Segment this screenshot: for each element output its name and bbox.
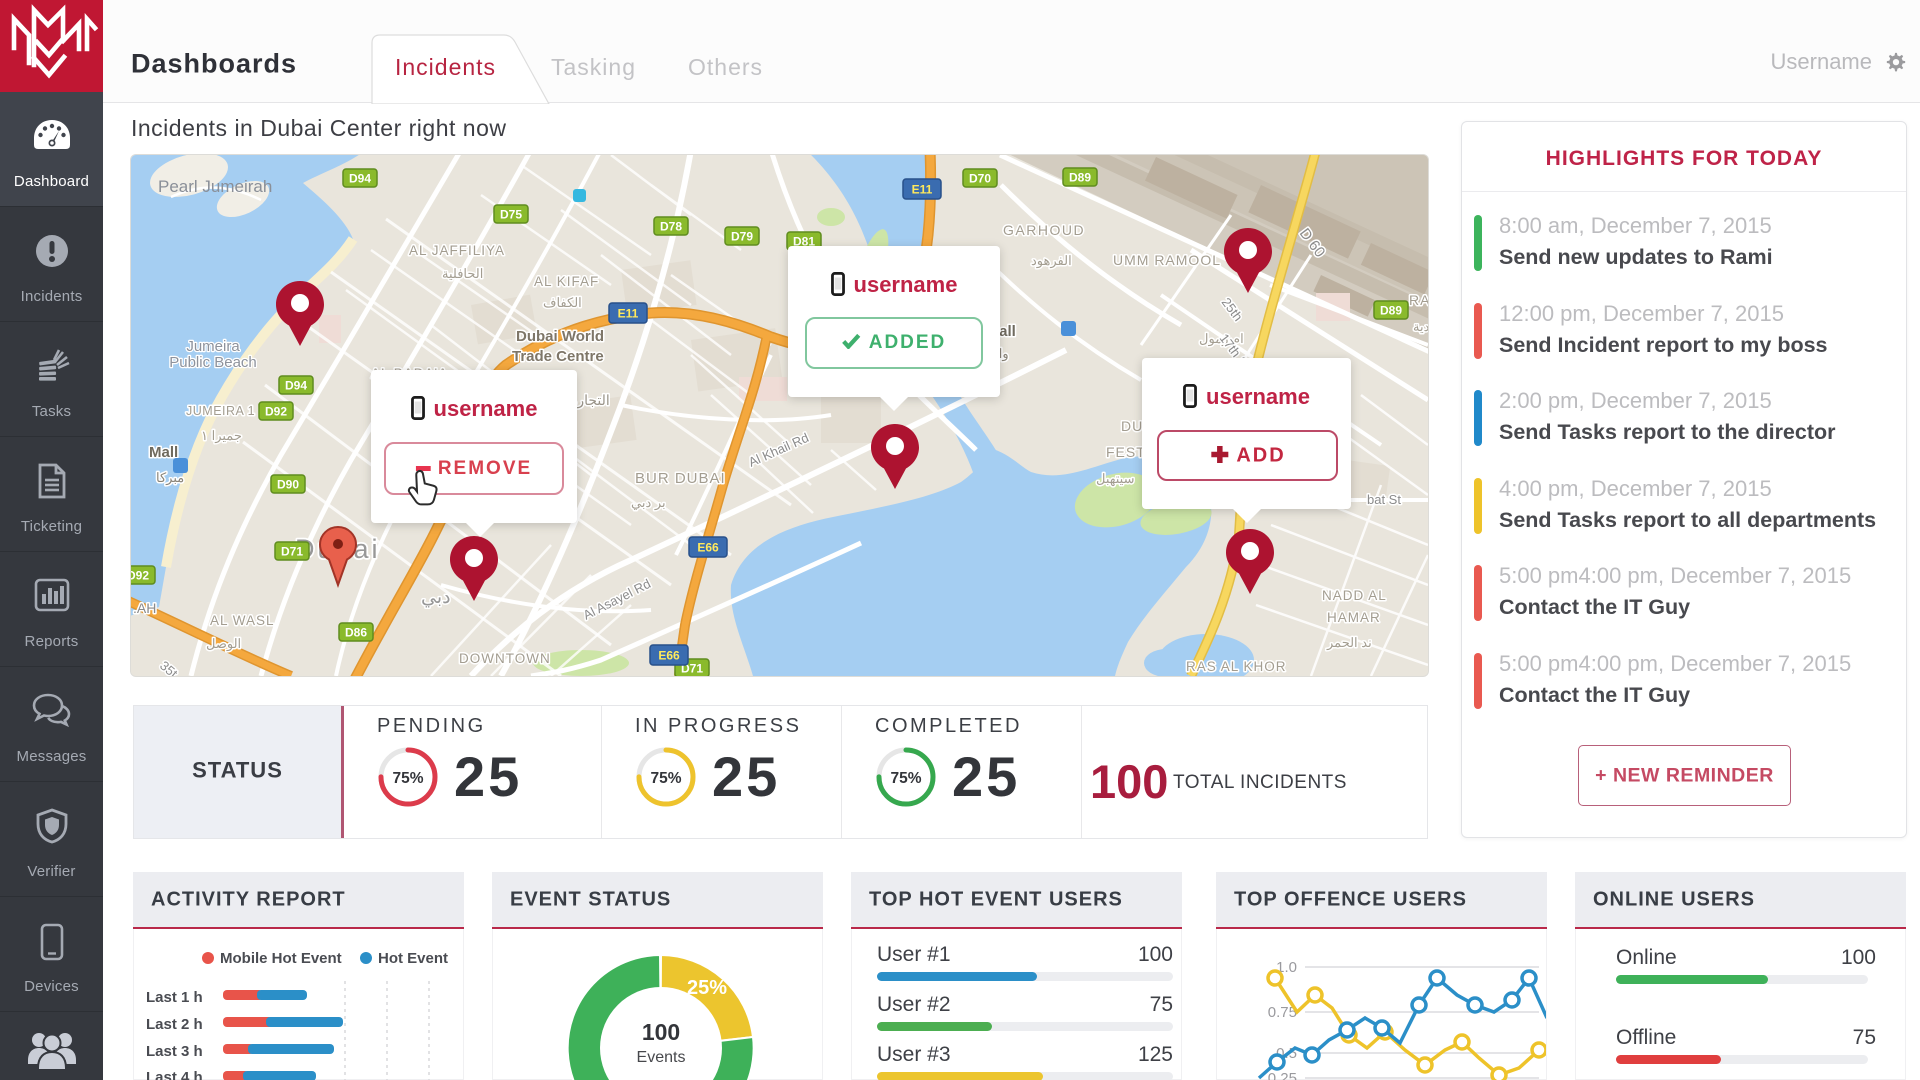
svg-text:D89: D89 [1380,304,1402,318]
svg-text:D90: D90 [277,478,299,492]
svg-text:Hot Event: Hot Event [378,950,448,967]
svg-text:0.25: 0.25 [1268,1070,1297,1080]
svg-text:D79: D79 [731,230,753,244]
svg-text:الكفاف: الكفاف [543,295,582,310]
svg-text:E11: E11 [912,183,933,197]
svg-text:D71: D71 [281,545,303,559]
svg-text:BUR DUBAI: BUR DUBAI [635,470,726,487]
svg-text:Last 3 h: Last 3 h [146,1043,203,1060]
svg-text:Last 1 h: Last 1 h [146,989,203,1006]
svg-text:جميرا ١: جميرا ١ [201,428,242,444]
svg-text:AL WASL: AL WASL [210,613,275,628]
svg-text:سيتهبل: سيتهبل [1096,471,1135,487]
svg-text:75: 75 [1853,1026,1876,1049]
svg-text:D81: D81 [793,235,815,249]
svg-text:.AH: .AH [133,600,156,616]
svg-text:ام رمول: ام رمول [1199,331,1244,347]
svg-text:E11: E11 [618,307,639,321]
svg-text:D89: D89 [1069,171,1091,185]
svg-text:75%: 75% [392,770,423,787]
svg-text:1.0: 1.0 [1276,959,1297,976]
svg-text:Events: Events [637,1049,686,1066]
svg-text:Mall: Mall [149,444,178,461]
svg-text:Offline: Offline [1616,1026,1676,1049]
svg-text:RASHIDIYA: RASHIDIYA [1409,292,1428,308]
svg-text:E66: E66 [697,541,719,555]
svg-text:75%: 75% [890,770,921,787]
svg-text:75: 75 [1150,993,1173,1016]
svg-text:AL KIFAF: AL KIFAF [534,274,599,289]
svg-text:D94: D94 [349,172,371,186]
svg-text:Last 4 h: Last 4 h [146,1069,203,1080]
svg-text:0.75: 0.75 [1268,1004,1297,1021]
svg-text:E66: E66 [658,649,680,663]
svg-text:الوصل: الوصل [206,636,241,652]
svg-text:User #2: User #2 [877,993,951,1016]
svg-text:JUMEIRA 1: JUMEIRA 1 [186,404,255,418]
svg-text:ند الحمر: ند الحمر [1326,635,1372,651]
svg-text:مبركا: مبركا [156,470,184,486]
svg-text:AL JAFFILIYA: AL JAFFILIYA [409,243,505,258]
svg-text:D92: D92 [265,405,287,419]
svg-text:User #3: User #3 [877,1043,951,1066]
svg-text:الفرهود: الفرهود [1031,253,1072,269]
svg-text:دبي: دبي [421,587,451,608]
svg-text:Mobile Hot Event: Mobile Hot Event [220,950,342,967]
svg-text:100: 100 [642,1019,680,1045]
svg-text:D92: D92 [131,569,149,583]
svg-text:D94: D94 [285,379,307,393]
svg-text:25%: 25% [687,977,727,999]
svg-text:الراشدية: الراشدية [1413,319,1428,335]
svg-text:بر دبي: بر دبي [631,495,666,511]
svg-text:D70: D70 [969,172,991,186]
svg-text:DOWNTOWN: DOWNTOWN [459,651,551,666]
svg-text:75%: 75% [650,770,681,787]
svg-text:D86: D86 [345,626,367,640]
svg-text:التجارة: التجارة [570,392,610,409]
svg-text:100: 100 [1841,946,1876,969]
svg-text:125: 125 [1138,1043,1173,1066]
svg-text:User #1: User #1 [877,943,951,966]
svg-text:D78: D78 [660,220,682,234]
svg-text:GARHOUD: GARHOUD [1003,222,1085,238]
svg-text:bat St: bat St [1367,492,1401,507]
svg-text:Online: Online [1616,946,1677,969]
svg-text:D75: D75 [500,208,522,222]
svg-text:RAS AL KHOR: RAS AL KHOR [1186,659,1287,674]
svg-text:Last 2 h: Last 2 h [146,1016,203,1033]
svg-text:Pearl Jumeirah: Pearl Jumeirah [158,177,272,196]
svg-text:الحافلية: الحافلية [442,266,483,281]
svg-text:100: 100 [1138,943,1173,966]
svg-text:UMM RAMOOL: UMM RAMOOL [1113,252,1221,268]
